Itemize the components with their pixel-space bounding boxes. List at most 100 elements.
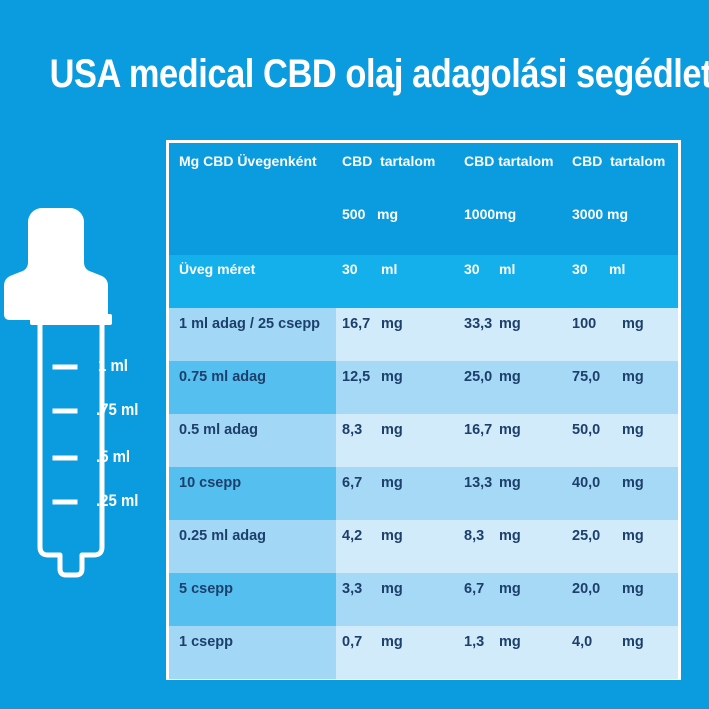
dose-unit: mg [381,422,403,438]
dose-unit: mg [622,422,644,438]
table-row: 0.75 ml adag 12,5 mg 25,0 mg 75,0 mg [169,361,678,414]
dose-unit: mg [499,581,521,597]
dropper-mark-075ml: .75 ml [96,400,139,419]
dose-value: 1,3 [464,634,485,650]
dose-unit: mg [499,475,521,491]
dose-unit: mg [622,528,644,544]
size-unit: ml [609,261,626,277]
row-label: 1 ml adag / 25 csepp [179,316,321,332]
row-value-cell: 13,3 mg [457,467,567,520]
dropper-mark-1ml: 1 ml [98,356,128,375]
dose-unit: mg [622,475,644,491]
dosage-table: Mg CBD Üvegenként CBD tartalom 500 mg CB… [166,140,681,680]
table-row: 0.25 ml adag 4,2 mg 8,3 mg 25,0 mg [169,520,678,573]
row-value-cell: 100 mg [567,308,678,361]
row-value-cell: 6,7 mg [457,573,567,626]
size-unit: ml [499,261,516,277]
row-label-cell: 10 csepp [169,467,336,520]
header-label-text: Mg CBD Üvegenként [179,153,317,169]
row-label-cell: 1 ml adag / 25 csepp [169,308,336,361]
row-value-cell: 25,0 mg [567,520,678,573]
dose-unit: mg [499,369,521,385]
dose-unit: mg [622,316,644,332]
header-1000-line1: CBD tartalom [464,153,554,169]
row-label-cell: 1 csepp [169,626,336,679]
header-cell-3000: CBD tartalom 3000 mg [567,143,678,255]
dose-value: 75,0 [572,369,601,385]
header-cell-500: CBD tartalom 500 mg [336,143,457,255]
header-3000-line1: CBD tartalom [572,153,666,169]
dose-value: 0,7 [342,634,363,650]
row-value-cell: 0,7 mg [336,626,457,679]
dose-unit: mg [381,581,403,597]
row-value-cell: 4,0 mg [567,626,678,679]
header-500-line2: 500 mg [342,206,399,222]
size-cell-1000: 30 ml [457,255,567,308]
size-label: Üveg méret [179,261,256,277]
dose-unit: mg [499,528,521,544]
row-label: 5 csepp [179,581,233,597]
row-label: 0.75 ml adag [179,369,267,385]
row-value-cell: 4,2 mg [336,520,457,573]
dose-value: 33,3 [464,316,493,332]
dose-unit: mg [499,634,521,650]
dose-unit: mg [622,634,644,650]
dose-value: 100 [572,316,597,332]
row-label: 0.25 ml adag [179,528,267,544]
row-value-cell: 40,0 mg [567,467,678,520]
dose-value: 20,0 [572,581,601,597]
size-value: 30 [342,261,358,277]
dose-unit: mg [499,316,521,332]
row-value-cell: 25,0 mg [457,361,567,414]
dose-unit: mg [381,316,403,332]
dose-unit: mg [381,528,403,544]
dose-value: 6,7 [342,475,363,491]
table-row: 0.5 ml adag 8,3 mg 16,7 mg 50,0 mg [169,414,678,467]
row-label-cell: 0.75 ml adag [169,361,336,414]
row-label: 0.5 ml adag [179,422,258,438]
table-row: 10 csepp 6,7 mg 13,3 mg 40,0 mg [169,467,678,520]
dropper-mark-025ml: .25 ml [96,491,139,510]
row-label-cell: 5 csepp [169,573,336,626]
row-label-cell: 0.25 ml adag [169,520,336,573]
header-500-line1: CBD tartalom [342,153,436,169]
dose-unit: mg [622,369,644,385]
header-3000-line2: 3000 mg [572,206,629,222]
page-title: USA medical CBD olaj adagolási segédlet [49,52,709,96]
row-label: 1 csepp [179,634,233,650]
row-value-cell: 50,0 mg [567,414,678,467]
dose-value: 13,3 [464,475,493,491]
dose-value: 16,7 [464,422,493,438]
dose-value: 25,0 [572,528,601,544]
dose-value: 12,5 [342,369,371,385]
dose-unit: mg [622,581,644,597]
dose-value: 8,3 [342,422,363,438]
row-value-cell: 33,3 mg [457,308,567,361]
dose-value: 3,3 [342,581,363,597]
row-value-cell: 8,3 mg [457,520,567,573]
size-value: 30 [572,261,588,277]
row-value-cell: 16,7 mg [336,308,457,361]
table-row: 1 csepp 0,7 mg 1,3 mg 4,0 mg [169,626,678,679]
row-value-cell: 3,3 mg [336,573,457,626]
row-value-cell: 75,0 mg [567,361,678,414]
row-value-cell: 16,7 mg [457,414,567,467]
size-value: 30 [464,261,480,277]
row-label-cell: 0.5 ml adag [169,414,336,467]
table-row: 5 csepp 3,3 mg 6,7 mg 20,0 mg [169,573,678,626]
header-1000-line2: 1000mg [464,206,517,222]
header-cell-label: Mg CBD Üvegenként [169,143,336,255]
dose-value: 6,7 [464,581,485,597]
dose-value: 8,3 [464,528,485,544]
size-label-cell: Üveg méret [169,255,336,308]
size-cell-3000: 30 ml [567,255,678,308]
row-value-cell: 8,3 mg [336,414,457,467]
dose-unit: mg [381,369,403,385]
dropper-mark-05ml: .5 ml [96,447,131,466]
dose-value: 4,0 [572,634,593,650]
dose-value: 25,0 [464,369,493,385]
header-cell-1000: CBD tartalom 1000mg [457,143,567,255]
row-label: 10 csepp [179,475,242,491]
row-value-cell: 6,7 mg [336,467,457,520]
